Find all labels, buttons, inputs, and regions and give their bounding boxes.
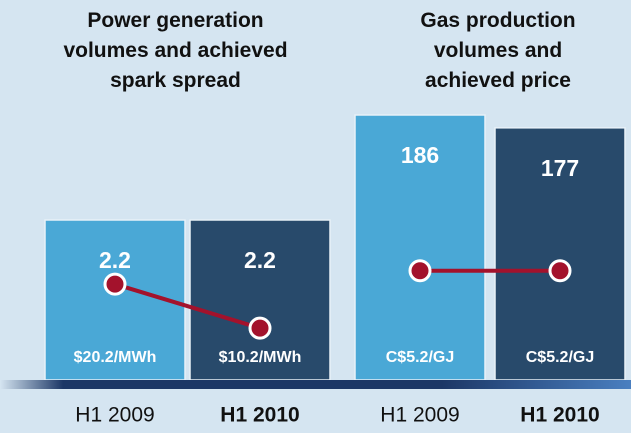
- bar-value-label: 2.2: [99, 247, 131, 273]
- bar: [494, 127, 626, 381]
- chart-title: Gas production volumes and achieved pric…: [420, 9, 576, 92]
- bar-value-label: 177: [541, 155, 579, 181]
- line-point: [548, 259, 572, 283]
- x-tick-label: H1 2010: [220, 404, 299, 427]
- chart-title: Power generation volumes and achieved sp…: [63, 9, 288, 92]
- x-tick-label: H1 2010: [520, 404, 599, 427]
- bar-value-label: 2.2: [244, 247, 276, 273]
- bar: [354, 114, 486, 381]
- baseline: [0, 380, 631, 389]
- bar: [189, 219, 331, 381]
- line-point: [103, 272, 127, 296]
- x-tick-label: H1 2009: [380, 404, 459, 427]
- line-point: [408, 259, 432, 283]
- line-point: [248, 316, 272, 340]
- line-value-label: $10.2/MWh: [219, 349, 302, 366]
- bar-value-label: 186: [401, 142, 439, 168]
- line-value-label: $20.2/MWh: [74, 349, 157, 366]
- line-value-label: C$5.2/GJ: [526, 349, 594, 366]
- line: [114, 282, 261, 331]
- line-value-label: C$5.2/GJ: [386, 349, 454, 366]
- x-tick-label: H1 2009: [75, 404, 154, 427]
